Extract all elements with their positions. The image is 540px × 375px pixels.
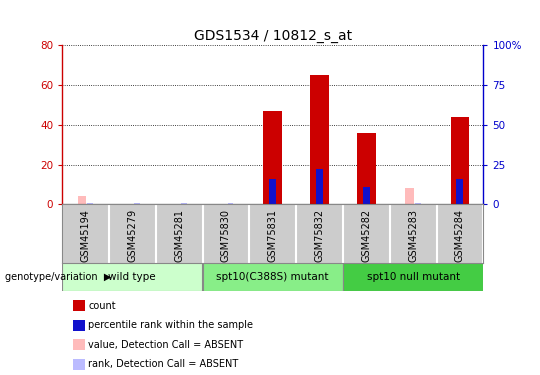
Title: GDS1534 / 10812_s_at: GDS1534 / 10812_s_at <box>194 28 352 43</box>
Bar <box>181 203 187 204</box>
Bar <box>310 75 329 204</box>
Bar <box>343 262 483 291</box>
Text: GSM45281: GSM45281 <box>174 209 184 262</box>
Bar <box>87 203 93 204</box>
Text: rank, Detection Call = ABSENT: rank, Detection Call = ABSENT <box>88 359 238 369</box>
Bar <box>316 170 323 204</box>
Bar <box>456 179 463 204</box>
Text: spt10 null mutant: spt10 null mutant <box>367 272 460 282</box>
Text: spt10(C388S) mutant: spt10(C388S) mutant <box>217 272 329 282</box>
Text: genotype/variation  ▶: genotype/variation ▶ <box>5 272 112 282</box>
Bar <box>264 111 282 204</box>
Text: GSM75832: GSM75832 <box>314 209 325 262</box>
Bar <box>357 133 376 204</box>
Text: count: count <box>88 301 116 310</box>
Bar <box>405 189 414 204</box>
Bar <box>134 203 140 204</box>
Bar <box>62 262 202 291</box>
Bar <box>450 117 469 204</box>
Text: GSM75831: GSM75831 <box>268 209 278 262</box>
Text: GSM45283: GSM45283 <box>408 209 418 262</box>
Bar <box>415 203 421 204</box>
Bar <box>363 187 370 204</box>
Bar <box>78 196 86 204</box>
Text: GSM45282: GSM45282 <box>361 209 372 262</box>
Bar <box>228 203 233 204</box>
Text: GSM45194: GSM45194 <box>80 209 91 262</box>
Text: GSM45284: GSM45284 <box>455 209 465 262</box>
Text: percentile rank within the sample: percentile rank within the sample <box>88 320 253 330</box>
Bar <box>269 179 276 204</box>
Bar <box>202 262 343 291</box>
Text: wild type: wild type <box>109 272 156 282</box>
Text: GSM75830: GSM75830 <box>221 209 231 262</box>
Text: GSM45279: GSM45279 <box>127 209 137 262</box>
Text: value, Detection Call = ABSENT: value, Detection Call = ABSENT <box>88 340 243 350</box>
